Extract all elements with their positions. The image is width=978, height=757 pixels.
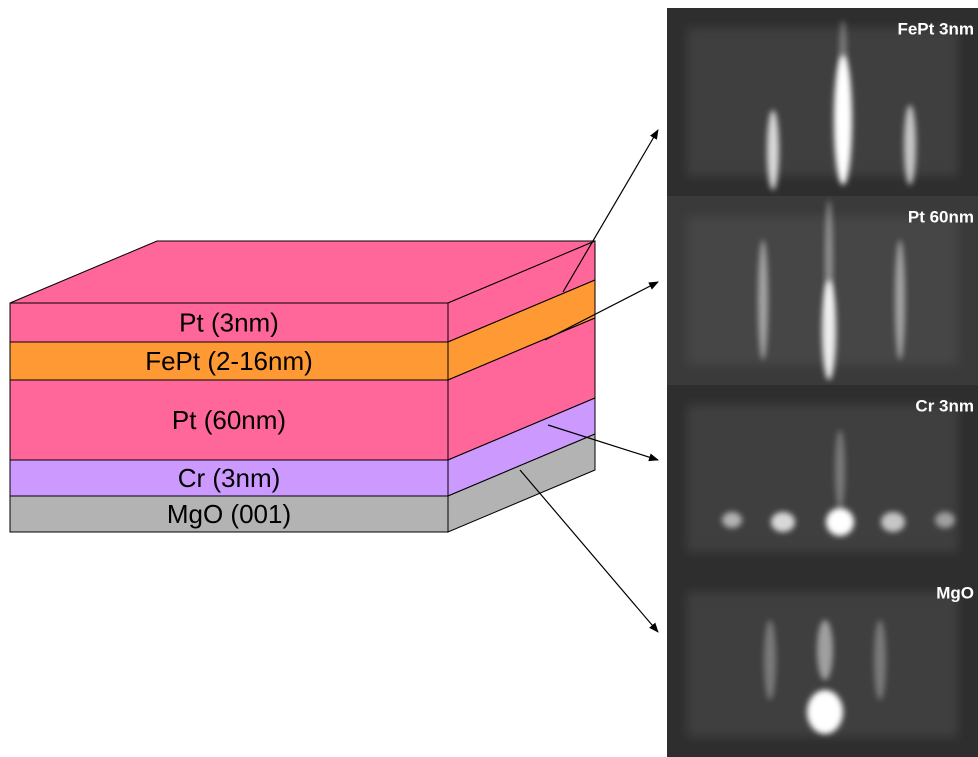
diffraction-spot — [807, 690, 843, 734]
arrow — [547, 424, 659, 462]
rheed-panel: Cr 3nm — [667, 385, 978, 572]
diffraction-spot — [825, 200, 833, 320]
rheed-panels: FePt 3nm Pt 60nm Cr 3nm MgO — [667, 8, 978, 757]
layer-front — [9, 302, 449, 343]
layer-front — [9, 459, 449, 497]
diffraction-spot — [826, 508, 854, 536]
diffraction-spot — [895, 240, 905, 360]
arrow — [519, 469, 659, 633]
layer-label: FePt (2-16nm) — [145, 346, 313, 376]
layer-label: Pt (60nm) — [172, 405, 286, 435]
layer-side — [447, 433, 596, 533]
layer-label: Cr (3nm) — [178, 463, 281, 493]
diffraction-spot — [771, 512, 795, 532]
arrows — [519, 129, 659, 633]
panel-label: Cr 3nm — [915, 396, 974, 415]
diffraction-spot — [758, 240, 768, 360]
diffraction-spot — [834, 55, 852, 185]
diffraction-spot — [722, 512, 742, 528]
arrow — [562, 129, 659, 293]
diffraction-spot — [874, 620, 886, 700]
diffraction-spot — [935, 512, 955, 528]
rheed-panel: FePt 3nm — [667, 8, 978, 196]
diffraction-spot — [881, 512, 905, 532]
panel-label: Pt 60nm — [908, 207, 974, 226]
layer-label: MgO (001) — [167, 499, 291, 529]
diffraction-spot — [767, 110, 779, 190]
diffraction-spot — [904, 105, 916, 185]
layer-label: Pt (3nm) — [179, 307, 279, 337]
arrow — [544, 281, 659, 341]
panel-label: MgO — [936, 583, 974, 602]
panel-glow — [687, 28, 958, 176]
panel-label: FePt 3nm — [897, 19, 974, 38]
diffraction-spot — [839, 20, 847, 100]
layer-front — [9, 495, 449, 533]
layer-front — [9, 379, 449, 461]
panel-glow — [687, 405, 958, 552]
rheed-panel: MgO — [667, 572, 978, 757]
rheed-panel: Pt 60nm — [667, 196, 978, 385]
layer-stack: Pt (3nm) FePt (2-16nm) Pt (60nm) Cr (3nm) Mg… — [9, 240, 596, 533]
diffraction-spot — [822, 280, 836, 380]
diffraction-spot — [764, 620, 776, 700]
diffraction-spot — [835, 430, 845, 510]
diffraction-spot — [817, 620, 833, 680]
